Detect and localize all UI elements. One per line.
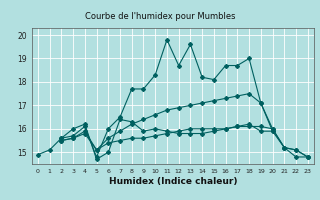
X-axis label: Humidex (Indice chaleur): Humidex (Indice chaleur): [108, 177, 237, 186]
Text: Courbe de l'humidex pour Mumbles: Courbe de l'humidex pour Mumbles: [85, 12, 235, 21]
